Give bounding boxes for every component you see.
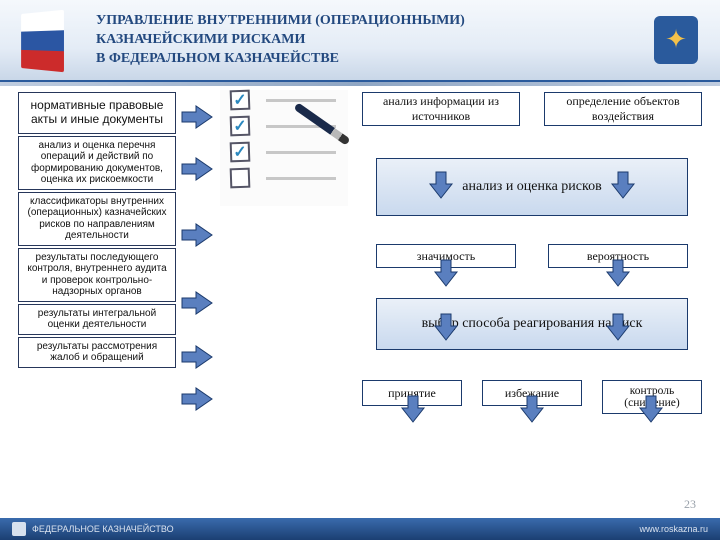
emblem-icon: ✦ [654,16,698,64]
flow-box-accept: принятие [362,380,462,406]
page-title: УПРАВЛЕНИЕ ВНУТРЕННИМИ (ОПЕРАЦИОННЫМИ) К… [96,12,630,69]
flow-box-significance: значимость [376,244,516,268]
flow-box-avoid: избежание [482,380,582,406]
title-line: В ФЕДЕРАЛЬНОМ КАЗНАЧЕЙСТВЕ [96,50,630,69]
footer-logo-icon [12,522,26,536]
flow-big-analysis: анализ и оценка рисков [376,158,688,216]
content-area: нормативные правовые акты и иные докумен… [0,92,720,510]
footer-left-text: ФЕДЕРАЛЬНОЕ КАЗНАЧЕЙСТВО [32,524,174,534]
page-number: 23 [684,497,696,512]
flag-graphic [21,10,64,72]
flow-box-objects: определение объектов воздействия [544,92,702,126]
checklist-graphic: ✓ ✓ ✓ [220,90,348,206]
left-box: классификаторы внутренних (операционных)… [18,192,176,246]
header-band: УПРАВЛЕНИЕ ВНУТРЕННИМИ (ОПЕРАЦИОННЫМИ) К… [0,0,720,82]
flow-diagram: анализ информации из источников определе… [362,92,702,510]
flow-big-response: выбор способа реагирования на риск [376,298,688,350]
flow-box-probability: вероятность [548,244,688,268]
left-box: результаты последующего контроля, внутре… [18,248,176,302]
flow-box-sources: анализ информации из источников [362,92,520,126]
left-box: результаты интегральной оценки деятельно… [18,304,176,335]
left-box: результаты рассмотрения жалоб и обращени… [18,337,176,368]
footer-right-text: www.roskazna.ru [639,524,708,534]
left-box: анализ и оценка перечня операций и дейст… [18,136,176,190]
footer-bar: ФЕДЕРАЛЬНОЕ КАЗНАЧЕЙСТВО www.roskazna.ru [0,518,720,540]
left-box: нормативные правовые акты и иные докумен… [18,92,176,134]
left-column: нормативные правовые акты и иные докумен… [18,92,176,368]
title-line: УПРАВЛЕНИЕ ВНУТРЕННИМИ (ОПЕРАЦИОННЫМИ) [96,12,630,31]
title-line: КАЗНАЧЕЙСКИМИ РИСКАМИ [96,31,630,50]
flow-box-control: контроль (снижение) [602,380,702,414]
